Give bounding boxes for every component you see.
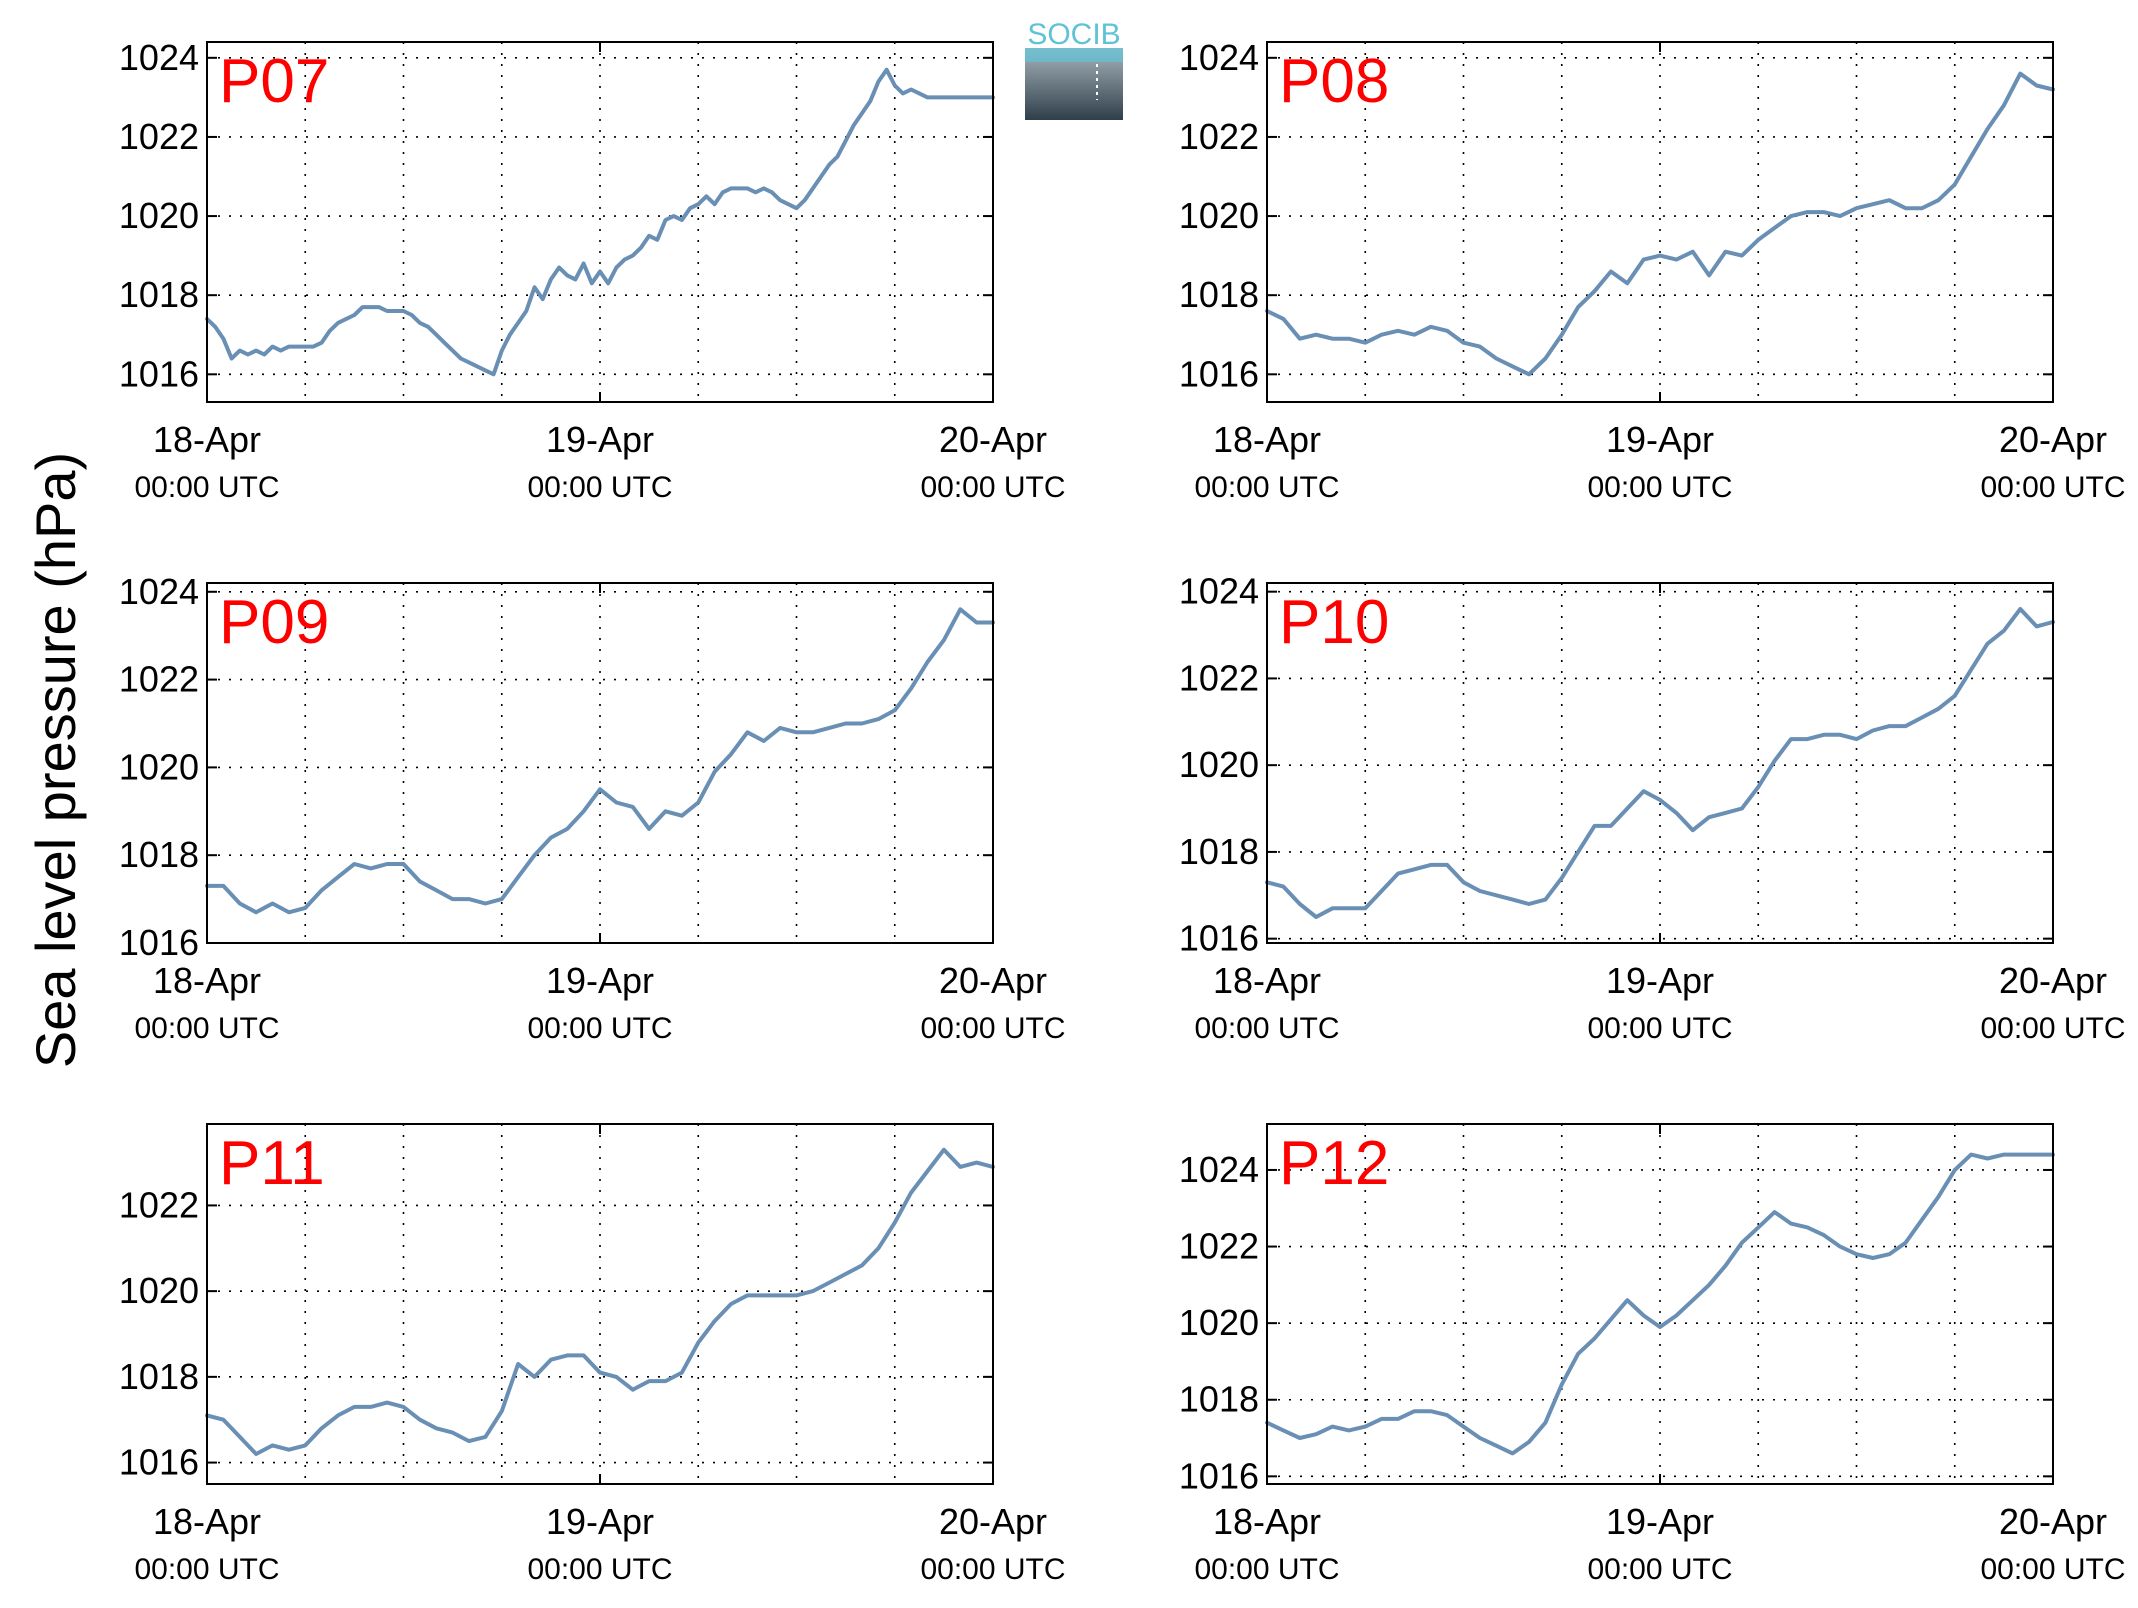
- series-line: [1265, 71, 2055, 377]
- x-tick-label-date: 20-Apr: [939, 419, 1047, 460]
- x-tick-label-date: 19-Apr: [1606, 419, 1714, 460]
- series-line: [205, 67, 995, 377]
- x-tick-label-date: 20-Apr: [1999, 960, 2107, 1001]
- x-tick-label-time: 00:00 UTC: [527, 471, 672, 504]
- y-tick-label: 1020: [119, 195, 199, 236]
- x-tick-label-date: 20-Apr: [1999, 1501, 2107, 1542]
- panel-label-p09: P09: [219, 588, 329, 657]
- x-tick-label-date: 19-Apr: [1606, 1501, 1714, 1542]
- y-tick-label: 1022: [119, 116, 199, 157]
- y-tick-label: 1018: [119, 1356, 199, 1397]
- plot-area: [1267, 42, 2053, 402]
- panel-p12: 1016 1018 1020 1022 1024 18-Apr 00:00 UTC 19-Ap…: [1179, 1123, 2126, 1586]
- plot-area: [1267, 583, 2053, 943]
- y-tick-label: 1018: [1179, 274, 1259, 315]
- logo-text: SOCIB: [1027, 18, 1120, 51]
- panel-p07: 1016 1018 1020 1022 1024 18-Apr 00:00 UTC 19-Ap…: [119, 37, 1066, 504]
- plot-area: [207, 583, 993, 943]
- x-tick-label-date: 18-Apr: [1213, 419, 1321, 460]
- logo-wave: [1025, 48, 1123, 62]
- y-tick-label: 1018: [119, 274, 199, 315]
- y-tick-label: 1024: [1179, 1149, 1259, 1190]
- series-line: [1265, 607, 2055, 919]
- x-tick-label-time: 00:00 UTC: [1587, 1012, 1732, 1045]
- y-tick-label: 1024: [1179, 571, 1259, 612]
- x-tick-label-time: 00:00 UTC: [134, 471, 279, 504]
- y-tick-label: 1016: [119, 922, 199, 963]
- y-axis-label: Sea level pressure (hPa): [24, 452, 87, 1068]
- y-tick-label: 1022: [1179, 657, 1259, 698]
- x-tick-label-time: 00:00 UTC: [1194, 1012, 1339, 1045]
- x-tick-label-time: 00:00 UTC: [1980, 1012, 2125, 1045]
- y-tick-label: 1024: [119, 571, 199, 612]
- series-line: [1265, 1152, 2055, 1456]
- x-tick-label-date: 19-Apr: [1606, 960, 1714, 1001]
- x-tick-label-time: 00:00 UTC: [1980, 1553, 2125, 1586]
- panel-label-p12: P12: [1279, 1129, 1389, 1198]
- y-tick-label: 1018: [119, 834, 199, 875]
- x-tick-label-time: 00:00 UTC: [527, 1553, 672, 1586]
- plot-area: [207, 42, 993, 402]
- panel-p10: 1016 1018 1020 1022 1024 18-Apr 00:00 UTC 19-Ap…: [1179, 571, 2126, 1045]
- y-tick-label: 1020: [1179, 1302, 1259, 1343]
- y-tick-label: 1016: [119, 353, 199, 394]
- x-tick-label-date: 19-Apr: [546, 960, 654, 1001]
- y-tick-label: 1022: [1179, 116, 1259, 157]
- panel-label-p11: P11: [219, 1129, 325, 1198]
- panel-p09: 1016 1018 1020 1022 1024 18-Apr 00:00 UTC 19-Ap…: [119, 571, 1066, 1045]
- panel-p11: 1016 1018 1020 1022 18-Apr 00:00 UTC 19-Apr 00:…: [119, 1123, 1066, 1586]
- socib-logo: SOCIB: [1025, 18, 1123, 120]
- y-tick-label: 1020: [1179, 744, 1259, 785]
- x-tick-label-time: 00:00 UTC: [1980, 471, 2125, 504]
- x-tick-label-time: 00:00 UTC: [134, 1553, 279, 1586]
- y-tick-label: 1016: [1179, 918, 1259, 959]
- plot-area: [1267, 1124, 2053, 1484]
- panel-label-p08: P08: [1279, 47, 1389, 116]
- y-tick-label: 1020: [119, 746, 199, 787]
- x-tick-label-date: 18-Apr: [1213, 960, 1321, 1001]
- y-tick-label: 1018: [1179, 1379, 1259, 1420]
- y-tick-label: 1024: [119, 37, 199, 78]
- x-tick-label-time: 00:00 UTC: [1194, 1553, 1339, 1586]
- y-tick-label: 1022: [119, 1184, 199, 1225]
- x-tick-label-date: 18-Apr: [1213, 1501, 1321, 1542]
- x-tick-label-date: 18-Apr: [153, 960, 261, 1001]
- x-tick-label-date: 20-Apr: [1999, 419, 2107, 460]
- x-tick-label-date: 20-Apr: [939, 960, 1047, 1001]
- x-tick-label-date: 20-Apr: [939, 1501, 1047, 1542]
- plot-area: [207, 1124, 993, 1484]
- x-tick-label-date: 18-Apr: [153, 1501, 261, 1542]
- x-tick-label-time: 00:00 UTC: [134, 1012, 279, 1045]
- x-tick-label-time: 00:00 UTC: [527, 1012, 672, 1045]
- y-tick-label: 1024: [1179, 37, 1259, 78]
- y-tick-label: 1018: [1179, 831, 1259, 872]
- panel-label-p10: P10: [1279, 588, 1389, 657]
- panel-p08: 1016 1018 1020 1022 1024 18-Apr 00:00 UTC 19-Ap…: [1179, 37, 2126, 504]
- series-line: [205, 607, 995, 915]
- x-tick-label-time: 00:00 UTC: [1587, 471, 1732, 504]
- series-line: [205, 1147, 995, 1456]
- y-tick-label: 1022: [1179, 1226, 1259, 1267]
- x-tick-label-date: 19-Apr: [546, 1501, 654, 1542]
- x-tick-label-time: 00:00 UTC: [1587, 1553, 1732, 1586]
- panel-label-p07: P07: [219, 47, 329, 116]
- y-tick-label: 1020: [119, 1270, 199, 1311]
- y-tick-label: 1016: [1179, 353, 1259, 394]
- x-tick-label-time: 00:00 UTC: [920, 1553, 1065, 1586]
- y-tick-label: 1016: [1179, 1455, 1259, 1496]
- x-tick-label-time: 00:00 UTC: [1194, 471, 1339, 504]
- x-tick-label-date: 19-Apr: [546, 419, 654, 460]
- x-tick-label-time: 00:00 UTC: [920, 1012, 1065, 1045]
- y-tick-label: 1016: [119, 1442, 199, 1483]
- y-tick-label: 1020: [1179, 195, 1259, 236]
- x-tick-label-time: 00:00 UTC: [920, 471, 1065, 504]
- y-tick-label: 1022: [119, 659, 199, 700]
- panels: 1016 1018 1020 1022 1024 18-Apr 00:00 UTC 19-Ap…: [119, 37, 2126, 1586]
- x-tick-label-date: 18-Apr: [153, 419, 261, 460]
